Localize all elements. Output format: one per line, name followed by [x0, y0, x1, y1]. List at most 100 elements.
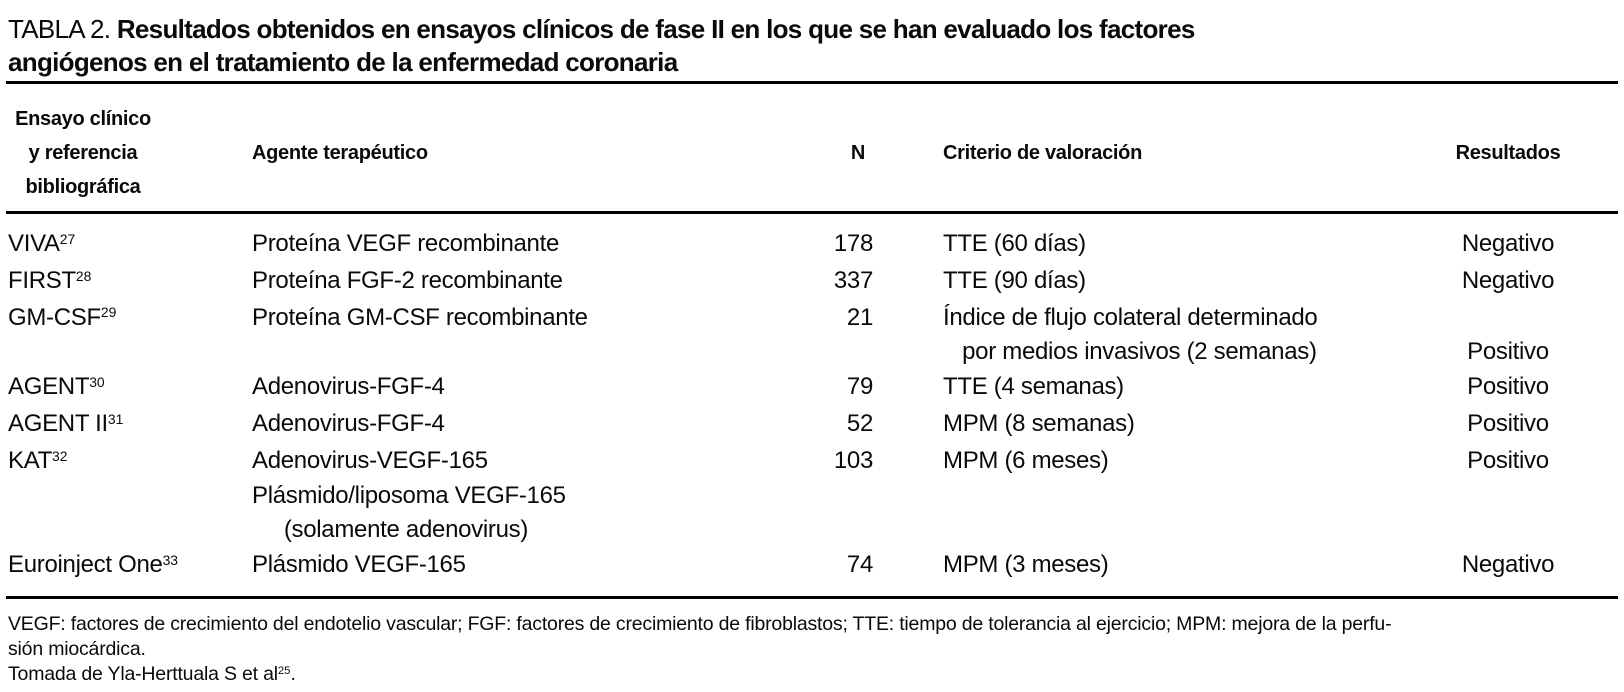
- n-value: 52: [846, 409, 873, 437]
- trial-cell: GM-CSF29: [8, 301, 252, 371]
- footnote-abbreviations-line1: VEGF: factores de crecimiento del endote…: [8, 612, 1392, 635]
- column-header-criterion: Criterio de valoración: [943, 142, 1143, 164]
- agent-line: Adenovirus-VEGF-165: [252, 446, 488, 474]
- column-header-result: Resultados: [1455, 142, 1561, 164]
- trial-name: Euroinject One33: [8, 551, 179, 579]
- result-value: Negativo: [1461, 230, 1555, 257]
- table-row: VIVA27 Proteína VEGF recombinante 178 TTE (…: [0, 227, 1624, 264]
- agent-line: Adenovirus-FGF-4: [252, 373, 445, 401]
- table-title: TABLA 2. Resultados obtenidos en ensayos…: [0, 0, 1624, 79]
- n-value: 103: [833, 446, 873, 474]
- result-value: Positivo: [1467, 446, 1549, 474]
- trial-reference-superscript: 28: [75, 267, 92, 284]
- criterion-cell: TTE (60 días): [873, 227, 1400, 264]
- result-cell: Positivo: [1400, 301, 1616, 371]
- trial-reference-superscript: 32: [52, 447, 68, 464]
- result-cell: Positivo: [1400, 407, 1616, 444]
- n-cell: 337: [752, 264, 873, 301]
- table-title-line2: angiógenos en el tratamiento de la enfer…: [8, 47, 678, 77]
- trial-reference-superscript: 33: [162, 551, 179, 568]
- n-cell: 178: [752, 227, 873, 264]
- criterion-line: MPM (8 semanas): [943, 409, 1135, 437]
- column-header-n: N: [850, 142, 865, 164]
- trial-name: AGENT II31: [8, 409, 124, 437]
- result-cell: Negativo: [1400, 227, 1616, 264]
- table-number-label: TABLA 2.: [8, 14, 117, 44]
- trial-cell: Euroinject One33: [8, 548, 252, 585]
- table-rule-header: [6, 211, 1618, 214]
- result-value: Positivo: [1467, 409, 1549, 437]
- table-row: Euroinject One33 Plásmido VEGF-165 74 MPM (…: [0, 548, 1624, 585]
- criterion-cell: MPM (3 meses): [873, 548, 1400, 585]
- n-value: 21: [846, 303, 873, 331]
- criterion-line: TTE (4 semanas): [943, 373, 1124, 401]
- trial-name: AGENT30: [8, 373, 105, 401]
- n-cell: 74: [752, 548, 873, 585]
- trial-name: VIVA27: [8, 230, 76, 257]
- agent-cell: Proteína VEGF recombinante: [252, 227, 752, 264]
- agent-line: Plásmido/liposoma VEGF-165: [252, 481, 566, 509]
- footnote-source: Tomada de Yla-Herttuala S et al25.: [8, 662, 296, 685]
- agent-cell: Proteína FGF-2 recombinante: [252, 264, 752, 301]
- criterion-line: por medios invasivos (2 semanas): [943, 338, 1317, 366]
- agent-line: Proteína FGF-2 recombinante: [252, 266, 563, 294]
- criterion-cell: MPM (8 semanas): [873, 407, 1400, 444]
- result-cell: Positivo: [1400, 370, 1616, 407]
- trial-cell: VIVA27: [8, 227, 252, 264]
- agent-line: Plásmido VEGF-165: [252, 551, 466, 579]
- table-row: GM-CSF29 Proteína GM-CSF recombinante 21 Ín…: [0, 301, 1624, 371]
- result-cell: Negativo: [1400, 548, 1616, 585]
- n-cell: 52: [752, 407, 873, 444]
- table-title-text: Resultados obtenidos en ensayos clínicos…: [116, 14, 1195, 44]
- n-cell: 21: [752, 301, 873, 371]
- agent-cell: Adenovirus-FGF-4: [252, 370, 752, 407]
- trial-cell: FIRST28: [8, 264, 252, 301]
- agent-cell: Plásmido VEGF-165: [252, 548, 752, 585]
- table-rule-top: [6, 81, 1618, 84]
- n-value: 178: [833, 230, 873, 257]
- table-rule-bottom: [6, 595, 1618, 599]
- trial-cell: KAT32: [8, 444, 252, 548]
- criterion-line: TTE (60 días): [943, 230, 1086, 257]
- agent-line: Proteína GM-CSF recombinante: [252, 303, 588, 331]
- n-cell: 79: [752, 370, 873, 407]
- trial-name: KAT32: [8, 446, 68, 474]
- n-value: 337: [833, 266, 873, 294]
- criterion-cell: TTE (4 semanas): [873, 370, 1400, 407]
- criterion-line: MPM (6 meses): [943, 446, 1109, 474]
- trial-reference-superscript: 30: [89, 373, 105, 390]
- trial-cell: AGENT30: [8, 370, 252, 407]
- agent-line: Proteína VEGF recombinante: [252, 230, 560, 257]
- result-value: Positivo: [1467, 338, 1549, 366]
- table-row: AGENT II31 Adenovirus-FGF-4 52 MPM (8 seman…: [0, 407, 1624, 444]
- criterion-cell: MPM (6 meses): [873, 444, 1400, 548]
- table-header-row: Ensayo clínico y referencia bibliográfic…: [0, 84, 1624, 204]
- trial-reference-superscript: 29: [100, 304, 117, 321]
- table-row: KAT32 Adenovirus-VEGF-165 Plásmido/liposom…: [0, 444, 1624, 548]
- criterion-line: TTE (90 días): [943, 266, 1086, 294]
- agent-line: (solamente adenovirus): [252, 516, 529, 544]
- table-body: VIVA27 Proteína VEGF recombinante 178 TTE (…: [0, 214, 1624, 585]
- agent-line: Adenovirus-FGF-4: [252, 409, 445, 437]
- criterion-cell: Índice de flujo colateral determinado po…: [873, 301, 1400, 371]
- table-row: AGENT30 Adenovirus-FGF-4 79 TTE (4 semanas)…: [0, 370, 1624, 407]
- trial-name: FIRST28: [8, 266, 92, 294]
- footnote-source-reference: 25: [277, 665, 291, 678]
- table-row: FIRST28 Proteína FGF-2 recombinante 337 TTE…: [0, 264, 1624, 301]
- n-cell: 103: [752, 444, 873, 548]
- column-header-agent: Agente terapéutico: [252, 142, 428, 164]
- trial-reference-superscript: 31: [107, 410, 124, 427]
- table-footnotes: VEGF: factores de crecimiento del endote…: [0, 599, 1624, 690]
- table-title-line1: TABLA 2. Resultados obtenidos en ensayos…: [8, 13, 1616, 46]
- column-header-trial: Ensayo clínico y referencia bibliográfic…: [15, 108, 151, 198]
- trial-reference-superscript: 27: [59, 230, 76, 247]
- criterion-line: MPM (3 meses): [943, 551, 1109, 579]
- result-value: Negativo: [1461, 266, 1555, 294]
- result-cell: Negativo: [1400, 264, 1616, 301]
- footnote-abbreviations-line2: sión miocárdica.: [8, 637, 146, 660]
- agent-cell: Adenovirus-FGF-4: [252, 407, 752, 444]
- agent-cell: Adenovirus-VEGF-165 Plásmido/liposoma VEG…: [252, 444, 752, 548]
- n-value: 79: [846, 373, 873, 401]
- agent-cell: Proteína GM-CSF recombinante: [252, 301, 752, 371]
- result-cell: Positivo: [1400, 444, 1616, 548]
